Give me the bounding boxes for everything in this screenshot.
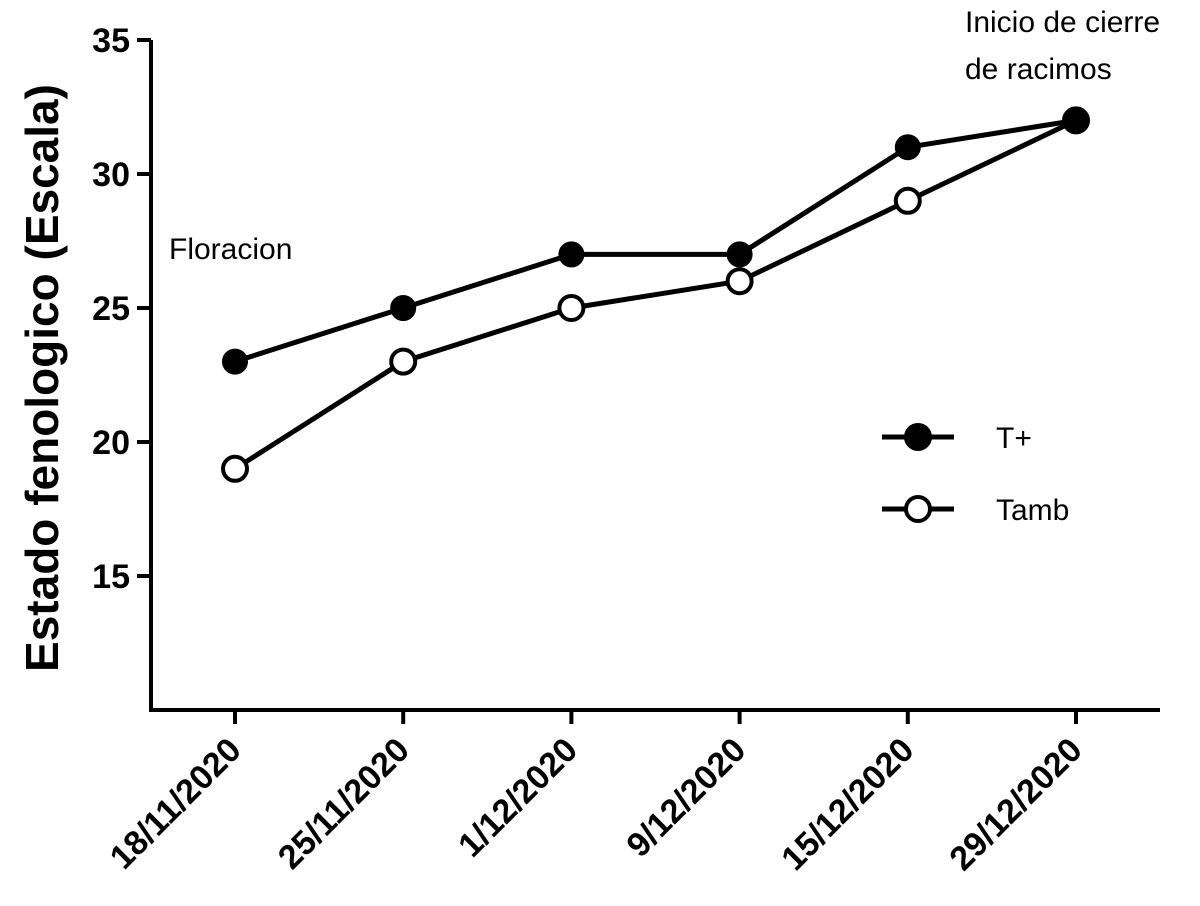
series-point-tamb-1 [389,347,418,376]
series-point-t-plus-4 [894,134,921,161]
series-line-t-plus [234,117,1077,364]
series-line-tamb [233,118,1078,471]
x-axis-ticks: 18/11/2020 25/11/2020 1/12/2020 9/12/2020 15… [103,710,1090,878]
y-tick-label-25: 25 [92,290,130,328]
y-tick-label-15: 15 [92,558,130,596]
y-axis-label: Estado fenologico (Escala) [16,84,68,672]
series-point-t-plus-0 [222,348,248,375]
legend-label-t-plus: T+ [996,422,1032,455]
annotation-floracion: Floracion [169,233,292,266]
series-point-t-plus-5 [1063,107,1089,134]
x-tick-label-4: 15/12/2020 [774,731,921,878]
legend-marker-t-plus [904,423,932,451]
x-tick-label-5: 29/12/2020 [942,731,1089,878]
x-tick-label-1: 25/11/2020 [271,731,417,877]
x-tick-label-0: 18/11/2020 [103,731,249,877]
x-tick-label-3: 9/12/2020 [619,731,753,865]
series-point-tamb-0 [221,454,249,483]
series-point-tamb-2 [557,294,586,322]
series-point-tamb-3 [725,267,754,296]
y-axis-ticks: 15 20 25 30 35 [92,22,151,596]
legend: T+ Tamb [882,422,1069,527]
series-point-t-plus-3 [726,241,753,268]
series-point-tamb-4 [893,186,922,215]
y-tick-label-35: 35 [92,22,130,60]
annotation-de-racimos: de racimos [965,53,1112,86]
y-tick-label-20: 20 [92,424,130,462]
series-point-t-plus-2 [558,241,585,268]
series-layer [221,106,1090,483]
legend-label-tamb: Tamb [996,494,1069,527]
legend-marker-tamb [904,495,932,523]
y-tick-label-30: 30 [92,156,130,194]
annotation-inicio-cierre: Inicio de cierre [965,6,1160,39]
x-tick-label-2: 1/12/2020 [451,731,585,865]
series-point-t-plus-1 [390,295,417,321]
